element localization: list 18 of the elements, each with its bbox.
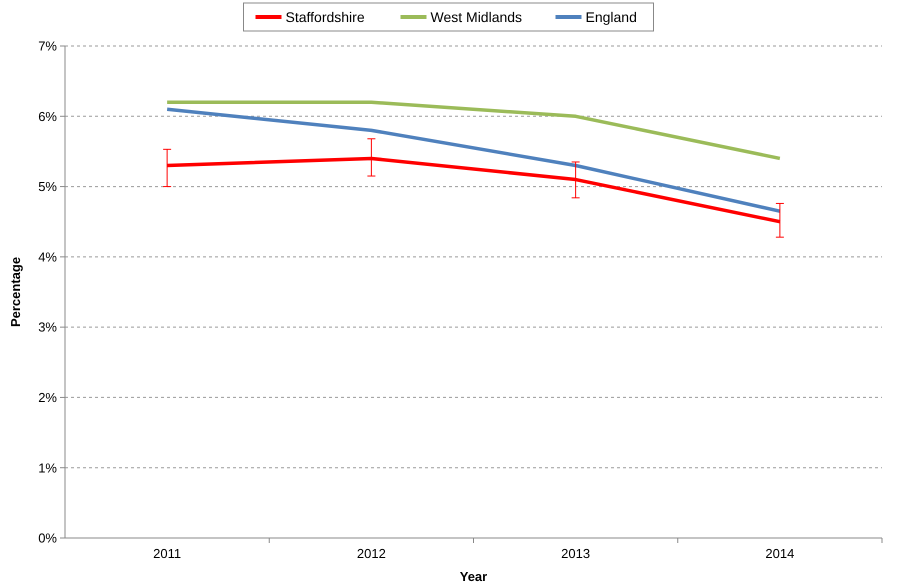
y-tick-label: 7% (38, 38, 58, 54)
y-tick-label: 5% (38, 179, 58, 194)
y-tick-label: 1% (38, 460, 58, 476)
line-series (165, 108, 782, 213)
y-tick-label: 6% (38, 108, 58, 124)
x-tick-label: 2012 (356, 546, 386, 561)
legend-label: England (586, 8, 637, 25)
x-axis-title: Year (460, 569, 488, 584)
x-tick-label: 2014 (765, 546, 794, 561)
x-tick-label: 2013 (561, 546, 590, 561)
y-tick-label: 3% (38, 320, 58, 335)
legend-label: Staffordshire (286, 8, 365, 25)
y-tick-label: 2% (38, 390, 58, 405)
y-axis-title: Percentage (8, 256, 23, 328)
y-tick-label: 0% (38, 530, 58, 546)
y-tick-label: 4% (38, 249, 58, 264)
x-tick-label: 2011 (153, 546, 182, 561)
legend-label: West Midlands (430, 8, 522, 25)
